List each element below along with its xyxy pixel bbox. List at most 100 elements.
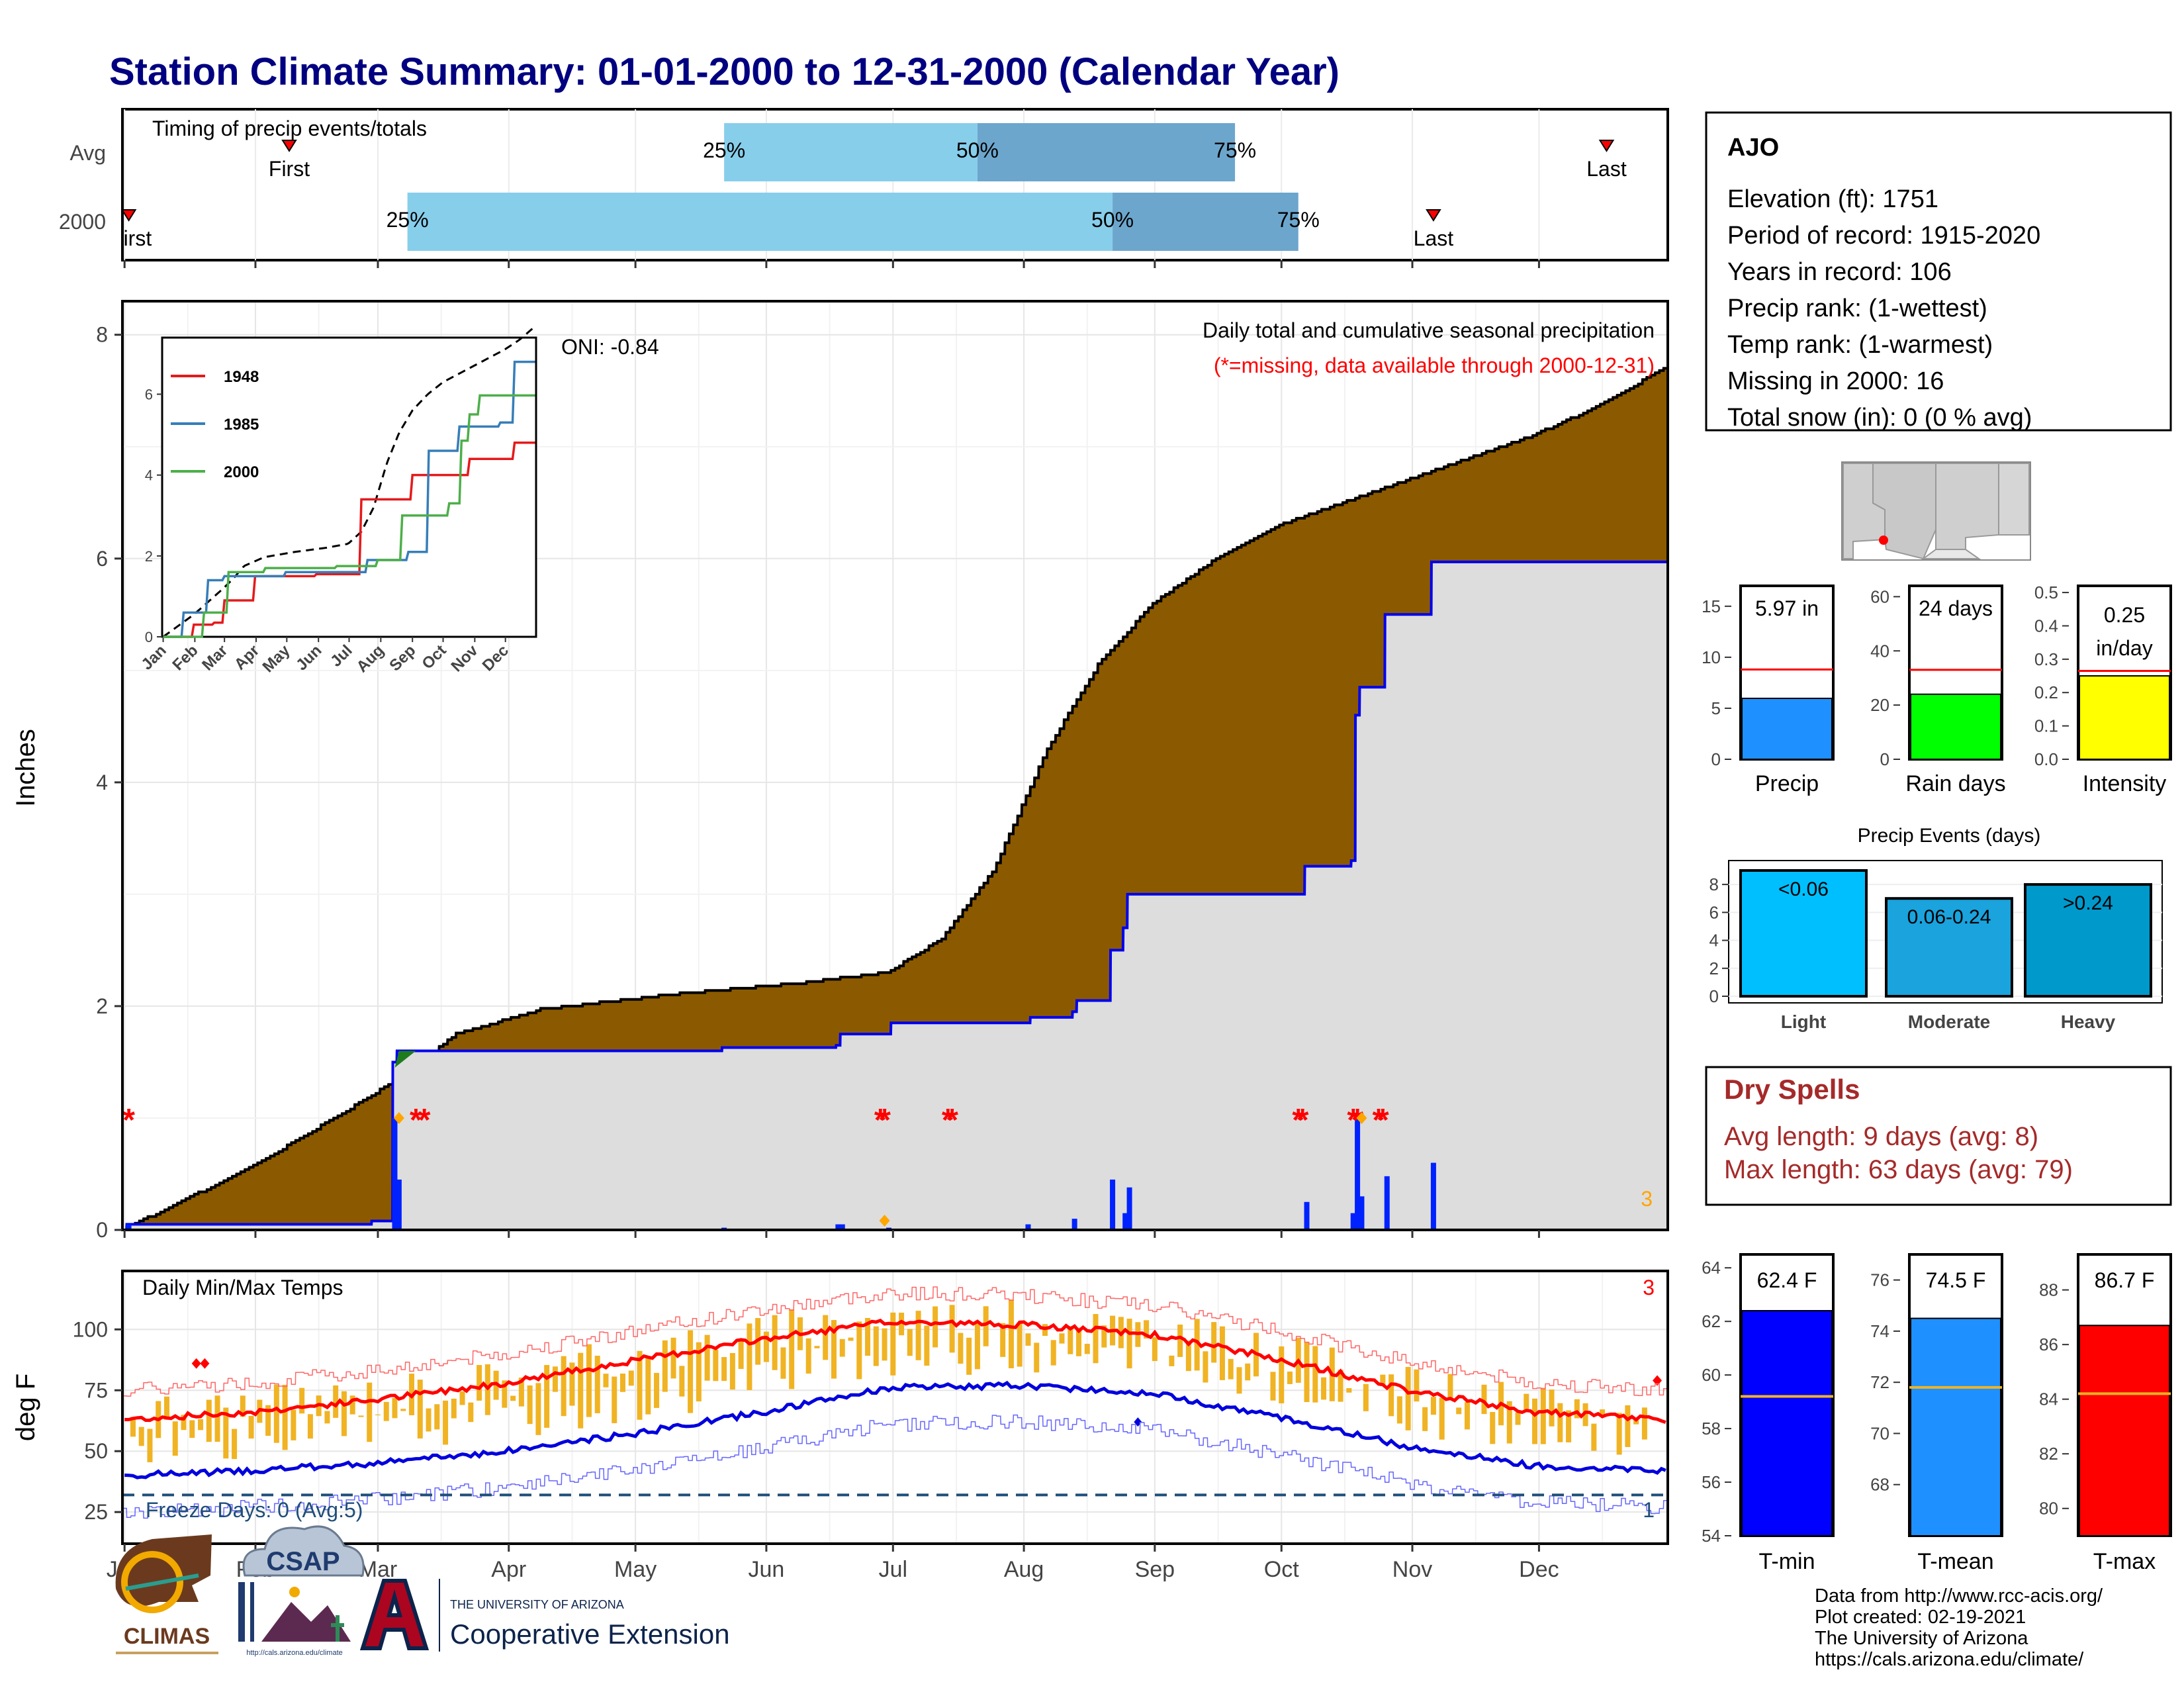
daily-temp-range-bar (273, 1384, 279, 1443)
daily-temp-range-bar (307, 1414, 313, 1439)
daily-temp-range-bar (451, 1398, 457, 1419)
dry-spells-box: Dry Spells Avg length: 9 days (avg: 8) M… (1705, 1066, 2172, 1206)
daily-temp-range-bar (1287, 1371, 1293, 1384)
daily-temp-range-bar (620, 1373, 626, 1392)
daily-temp-range-bar (949, 1305, 955, 1353)
daily-temp-range-bar (873, 1326, 879, 1366)
events-y-tick: 8 (1709, 874, 1719, 894)
daily-temp-range-bar (400, 1409, 406, 1411)
daily-temp-range-bar (1582, 1403, 1588, 1427)
event-bar (1885, 897, 2013, 998)
precip-y-tick: 0 (96, 1218, 108, 1242)
temp-y-tick: 75 (84, 1378, 108, 1402)
daily-temp-range-bar (248, 1416, 254, 1439)
month-axis-label: Jun (749, 1557, 785, 1582)
temp-gauge-tick: 88 (2039, 1280, 2058, 1300)
daily-temp-range-bar (1447, 1374, 1453, 1400)
daily-precip-bar (392, 1117, 398, 1230)
events-title: Precip Events (days) (1858, 825, 2041, 847)
temp-gauge-value: 74.5 F (1926, 1268, 1986, 1292)
daily-temp-range-bar (1456, 1407, 1462, 1415)
missing-day-marker: * (874, 1103, 887, 1138)
daily-precip-bar (1126, 1187, 1132, 1230)
temp-gauge-tick: 74 (1870, 1321, 1889, 1341)
month-axis-label: Mar (359, 1557, 398, 1582)
daily-temp-range-bar (721, 1357, 727, 1382)
timing-q75-label: 75% (1277, 208, 1320, 232)
gauge-tick: 20 (1870, 695, 1889, 715)
month-axis-label: Oct (1264, 1557, 1299, 1582)
timing-q50-label: 50% (956, 138, 999, 162)
events-y-tick: 4 (1709, 931, 1719, 951)
daily-temp-range-bar (1279, 1346, 1285, 1403)
footer-credits: Data from http://www.rcc-acis.org/ Plot … (1815, 1585, 2103, 1670)
timing-q75-label: 75% (1214, 138, 1256, 162)
daily-temp-range-bar (747, 1323, 752, 1390)
temp-gauge-tick: 56 (1702, 1472, 1721, 1492)
csap-logo-text: CSAP (266, 1547, 340, 1576)
daily-temp-range-bar (628, 1370, 634, 1386)
daily-temp-range-bar (1363, 1383, 1369, 1411)
ua-small-text: THE UNIVERSITY OF ARIZONA (450, 1598, 624, 1611)
month-axis-label: Sep (1135, 1557, 1175, 1582)
temp-gauge-tick: 62 (1702, 1311, 1721, 1331)
missing-day-marker: * (942, 1103, 954, 1138)
precip-y-tick: 6 (96, 547, 108, 571)
daily-temp-range-bar (1481, 1384, 1487, 1415)
daily-temp-range-bar (696, 1342, 702, 1402)
daily-temp-range-bar (569, 1362, 575, 1406)
tmax-record-line (122, 1286, 1668, 1397)
daily-temp-range-bar (670, 1337, 676, 1379)
events-y-tick: 6 (1709, 902, 1719, 922)
missing-day-marker: * (1297, 1103, 1309, 1138)
daily-temp-range-bar (612, 1376, 617, 1423)
temp-gauge-tick: 84 (2039, 1389, 2058, 1409)
gauge-tick: 0.5 (2034, 583, 2058, 602)
daily-temp-range-bar (983, 1306, 989, 1346)
info-line-years: Years in record: 106 (1727, 258, 1952, 286)
timing-q25-label: 25% (387, 208, 429, 232)
daily-temp-range-bar (1616, 1413, 1622, 1455)
info-line-temp-rank: Temp rank: (1-warmest) (1727, 331, 1993, 359)
daily-temp-range-bar (1270, 1372, 1276, 1401)
info-line-snow: Total snow (in): 0 (0 % avg) (1727, 404, 2032, 432)
event-category-label: Heavy (2061, 1011, 2116, 1032)
climas-logo: CLIMAS (115, 1534, 218, 1654)
cum-2000-area (122, 560, 1669, 1231)
record-high-marker (191, 1358, 201, 1369)
missing-day-marker: * (1292, 1103, 1304, 1138)
daily-temp-range-bar (679, 1366, 685, 1397)
temp-gauge-tick: 86 (2039, 1335, 2058, 1354)
daily-temp-range-bar (1524, 1393, 1529, 1410)
dry-spells-title: Dry Spells (1724, 1074, 1860, 1105)
daily-temp-range-bar (1034, 1342, 1040, 1373)
missing-day-marker: * (1377, 1103, 1389, 1138)
event-bar (2024, 883, 2152, 998)
daily-temp-range-bar (1059, 1333, 1065, 1344)
first-label: irst (124, 226, 152, 250)
daily-temp-range-bar (434, 1404, 440, 1430)
inset-legend-label: 1985 (224, 416, 259, 434)
daily-temp-range-bar (392, 1397, 398, 1419)
info-line-missing: Missing in 2000: 16 (1727, 367, 1944, 395)
daily-temp-range-bar (510, 1395, 516, 1401)
temp-gauge-tick: 64 (1702, 1258, 1721, 1278)
daily-temp-range-bar (232, 1429, 238, 1460)
tmin-avg-line (124, 1380, 1666, 1479)
timing-bar-q25-q50 (724, 123, 978, 181)
gauge-tick: 0.0 (2034, 749, 2058, 769)
footer-line-url: https://cals.arizona.edu/climate/ (1815, 1649, 2084, 1670)
daily-temp-range-bar (527, 1385, 533, 1425)
tmin-record-line (122, 1414, 1668, 1519)
daily-temp-range-bar (1008, 1299, 1014, 1368)
precip-missing-note: (*=missing, data available through 2000-… (1214, 353, 1655, 377)
station-info-box: AJO Elevation (ft): 1751 Period of recor… (1705, 111, 2172, 432)
temp-gauge-tick: 82 (2039, 1444, 2058, 1464)
timing-bar-q25-q50 (407, 193, 1113, 251)
daily-temp-range-bar (933, 1306, 938, 1348)
daily-temp-range-bar (805, 1338, 811, 1374)
daily-temp-range-bar (1312, 1346, 1318, 1403)
timing-bar-q50-q75 (977, 123, 1236, 181)
